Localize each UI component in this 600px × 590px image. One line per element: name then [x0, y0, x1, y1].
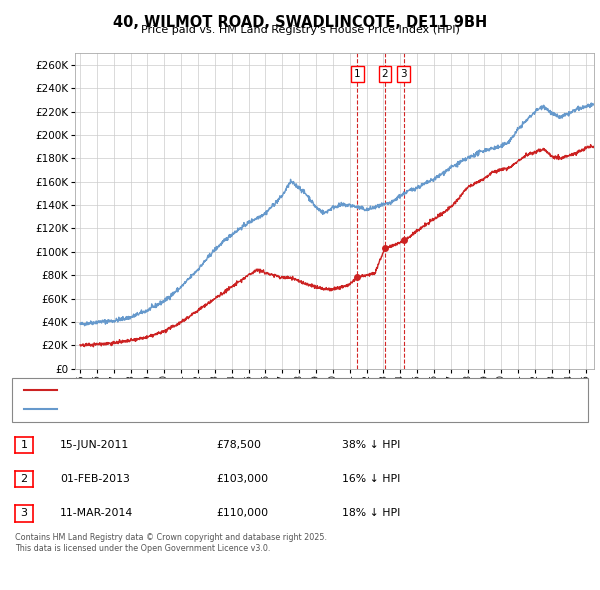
- Point: [380, 244, 389, 253]
- Text: 01-FEB-2013: 01-FEB-2013: [60, 474, 130, 484]
- Text: 11-MAR-2014: 11-MAR-2014: [60, 509, 133, 518]
- Text: £103,000: £103,000: [216, 474, 268, 484]
- Text: 16% ↓ HPI: 16% ↓ HPI: [342, 474, 400, 484]
- Text: Contains HM Land Registry data © Crown copyright and database right 2025.
This d: Contains HM Land Registry data © Crown c…: [15, 533, 327, 553]
- Text: 40, WILMOT ROAD, SWADLINCOTE, DE11 9BH (semi-detached house): 40, WILMOT ROAD, SWADLINCOTE, DE11 9BH (…: [63, 385, 403, 395]
- Text: 38% ↓ HPI: 38% ↓ HPI: [342, 440, 400, 450]
- Point: [399, 235, 409, 245]
- Text: Price paid vs. HM Land Registry's House Price Index (HPI): Price paid vs. HM Land Registry's House …: [140, 25, 460, 35]
- Text: 3: 3: [400, 69, 407, 79]
- Text: HPI: Average price, semi-detached house, South Derbyshire: HPI: Average price, semi-detached house,…: [63, 405, 356, 414]
- Text: £78,500: £78,500: [216, 440, 261, 450]
- Point: [353, 272, 362, 281]
- Text: 1: 1: [354, 69, 361, 79]
- Text: 3: 3: [20, 509, 28, 518]
- Text: 1: 1: [20, 440, 28, 450]
- Text: 2: 2: [20, 474, 28, 484]
- Text: 40, WILMOT ROAD, SWADLINCOTE, DE11 9BH: 40, WILMOT ROAD, SWADLINCOTE, DE11 9BH: [113, 15, 487, 30]
- Text: 2: 2: [382, 69, 388, 79]
- Text: 15-JUN-2011: 15-JUN-2011: [60, 440, 129, 450]
- Text: £110,000: £110,000: [216, 509, 268, 518]
- Text: 18% ↓ HPI: 18% ↓ HPI: [342, 509, 400, 518]
